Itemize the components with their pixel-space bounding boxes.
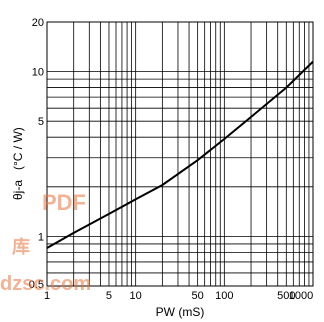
grid-lines	[46, 21, 314, 287]
y-tick-label: 5	[38, 116, 44, 128]
y-axis-label: θj-a (°C / W)	[11, 127, 25, 200]
watermark-logo: PDF 库 dzsc.com	[0, 190, 91, 295]
x-tick-label: 100	[215, 290, 233, 302]
plot-frame	[46, 21, 314, 287]
series-line	[46, 60, 314, 249]
watermark-text-ku: 库	[12, 236, 30, 257]
x-axis-label: PW (mS)	[156, 305, 205, 319]
y-axis-symbol: θj-a	[11, 180, 25, 200]
y-tick-label: 0.5	[29, 279, 44, 291]
watermark-text-pdf: PDF	[42, 190, 86, 215]
x-tick-label: 10	[130, 290, 142, 302]
watermark-text-site: dzsc.com	[0, 273, 91, 295]
y-tick-label: 10	[32, 67, 44, 79]
y-tick-label: 20	[32, 17, 44, 29]
x-tick-label: 1000	[289, 290, 313, 302]
x-tick-label: 5	[106, 290, 112, 302]
x-tick-label: 50	[192, 290, 204, 302]
y-tick-label: 1	[38, 231, 44, 243]
x-tick-label: 500	[277, 290, 295, 302]
y-axis-unit: (°C / W)	[11, 127, 25, 170]
x-tick-label: 1	[44, 290, 50, 302]
